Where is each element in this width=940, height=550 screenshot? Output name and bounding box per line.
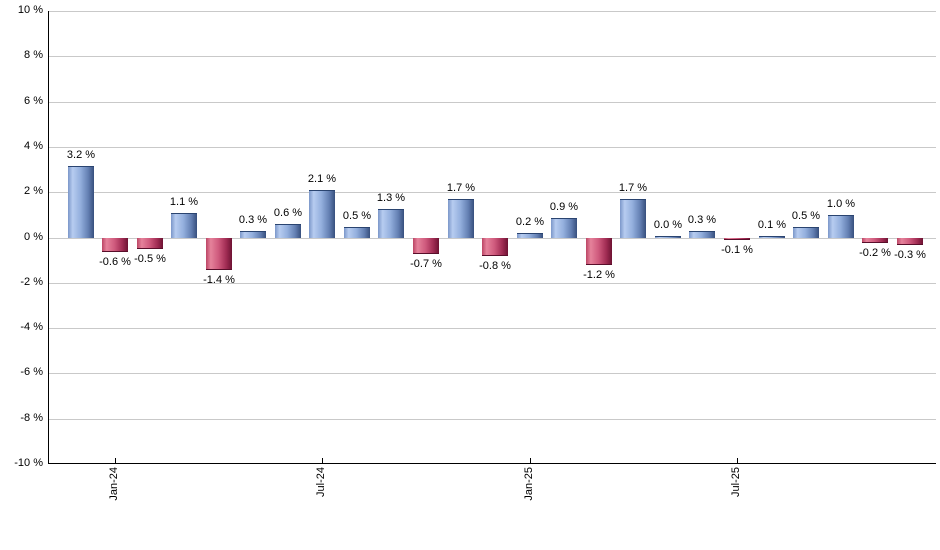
x-axis-tick-mark <box>115 458 116 464</box>
x-axis-tick-label: Jan-25 <box>523 467 535 501</box>
x-axis-tick-label: Jul-24 <box>315 467 327 497</box>
bar-negative <box>206 238 232 270</box>
bar-positive <box>620 199 646 238</box>
bar-value-label: 0.2 % <box>515 216 545 228</box>
bar-value-label: -0.8 % <box>479 260 511 272</box>
y-axis-tick-label: -4 % <box>20 321 43 333</box>
y-axis-tick-label: -2 % <box>20 276 43 288</box>
x-axis-tick-mark <box>737 458 738 464</box>
bar-value-label: 0.3 % <box>687 214 717 226</box>
y-axis-tick-label: 0 % <box>24 231 43 243</box>
bar-positive <box>551 218 577 238</box>
bar-positive <box>275 224 301 238</box>
bar-value-label: -1.2 % <box>583 269 615 281</box>
bar-positive <box>759 236 785 238</box>
bar-positive <box>689 231 715 238</box>
bar-positive <box>309 190 335 238</box>
bar-value-label: -1.4 % <box>203 274 235 286</box>
bar-value-label: 3.2 % <box>66 149 96 161</box>
x-axis-tick-mark <box>322 458 323 464</box>
bar-value-label: 0.6 % <box>273 207 303 219</box>
bar-negative <box>586 238 612 265</box>
bar-value-label: 0.1 % <box>757 219 787 231</box>
bar-value-label: -0.2 % <box>859 247 891 259</box>
bar-value-label: 2.1 % <box>307 173 337 185</box>
x-axis-tick-mark <box>530 458 531 464</box>
bar-value-label: -0.6 % <box>99 256 131 268</box>
bar-value-label: -0.1 % <box>721 244 753 256</box>
x-axis-line <box>48 463 936 464</box>
bar-negative <box>862 238 888 243</box>
bar-value-label: -0.3 % <box>894 249 926 261</box>
bar-positive <box>68 166 94 238</box>
bar-positive <box>344 227 370 238</box>
gridline <box>49 11 936 12</box>
bar-value-label: 1.7 % <box>446 182 476 194</box>
bar-positive <box>655 236 681 238</box>
bar-positive <box>517 233 543 238</box>
gridline <box>49 328 936 329</box>
bar-positive <box>793 227 819 238</box>
y-axis-tick-label: -10 % <box>14 457 43 469</box>
y-axis-tick-label: -8 % <box>20 412 43 424</box>
bar-value-label: -0.7 % <box>410 258 442 270</box>
bar-negative <box>897 238 923 245</box>
bar-negative <box>102 238 128 252</box>
bar-negative <box>413 238 439 254</box>
bar-value-label: 1.3 % <box>376 192 406 204</box>
bar-value-label: 0.9 % <box>549 201 579 213</box>
y-axis-tick-label: 4 % <box>24 140 43 152</box>
gridline <box>49 373 936 374</box>
x-axis-tick-label: Jan-24 <box>108 467 120 501</box>
bar-value-label: 0.5 % <box>791 210 821 222</box>
bar-positive <box>828 215 854 238</box>
bar-negative <box>724 238 750 240</box>
gridline <box>49 283 936 284</box>
x-axis-tick-label: Jul-25 <box>730 467 742 497</box>
bar-positive <box>240 231 266 238</box>
bar-value-label: 0.3 % <box>238 214 268 226</box>
gridline <box>49 56 936 57</box>
bar-negative <box>137 238 163 249</box>
bar-value-label: 1.1 % <box>169 196 199 208</box>
gridline <box>49 147 936 148</box>
bar-positive <box>448 199 474 238</box>
bar-value-label: 0.0 % <box>653 219 683 231</box>
bar-value-label: -0.5 % <box>134 253 166 265</box>
bar-value-label: 0.5 % <box>342 210 372 222</box>
y-axis-tick-label: 2 % <box>24 185 43 197</box>
gridline <box>49 102 936 103</box>
y-axis-tick-label: 6 % <box>24 95 43 107</box>
bar-value-label: 1.7 % <box>618 182 648 194</box>
y-axis-tick-label: 10 % <box>17 4 43 16</box>
bar-value-label: 1.0 % <box>826 198 856 210</box>
gridline <box>49 419 936 420</box>
bar-negative <box>482 238 508 256</box>
gridline <box>49 192 936 193</box>
y-axis-line <box>48 11 49 464</box>
bar-positive <box>171 213 197 238</box>
y-axis-tick-label: -6 % <box>20 366 43 378</box>
bar-positive <box>378 209 404 238</box>
y-axis-tick-label: 8 % <box>24 49 43 61</box>
